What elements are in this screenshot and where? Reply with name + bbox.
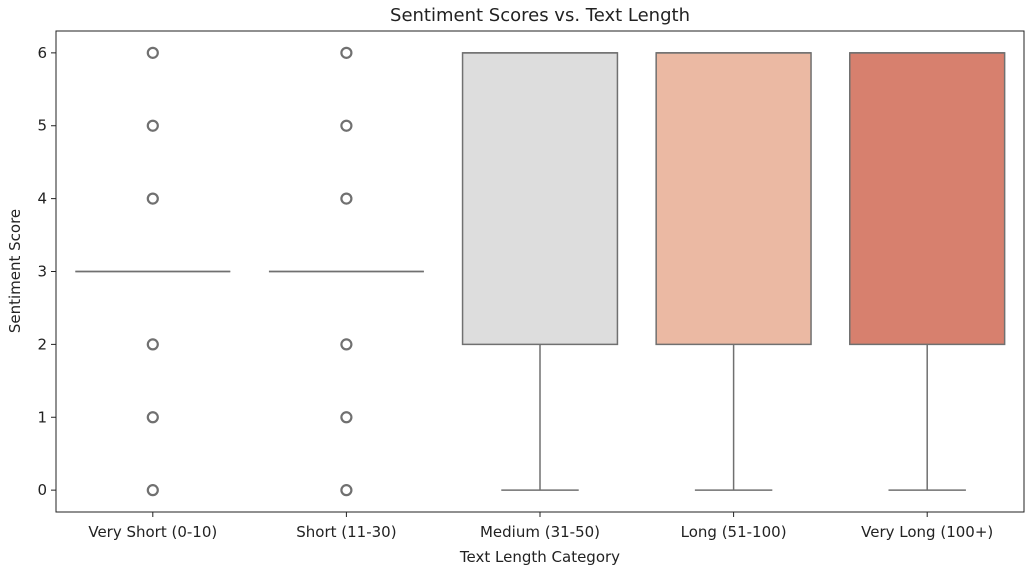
outlier-point: [146, 338, 159, 351]
outlier-point: [340, 192, 353, 205]
y-tick-label: 5: [37, 117, 47, 135]
outlier-point: [146, 192, 159, 205]
x-tick-label: Medium (31-50): [480, 523, 600, 541]
box-group: [75, 46, 231, 497]
outlier-point: [146, 119, 159, 132]
y-tick-label: 2: [37, 335, 47, 353]
outlier-point: [340, 338, 353, 351]
outlier-point: [146, 46, 159, 59]
x-tick-label: Very Short (0-10): [88, 523, 217, 541]
x-tick-label: Short (11-30): [296, 523, 396, 541]
outlier-point: [146, 484, 159, 497]
x-axis: Very Short (0-10) Short (11-30) Medium (31…: [88, 512, 993, 541]
y-axis: 0 1 2 3 4 5 6: [37, 44, 56, 499]
box-series: [75, 46, 1006, 497]
outlier-point: [340, 411, 353, 424]
y-tick-label: 1: [37, 408, 47, 426]
box-group: [849, 52, 1006, 491]
box-body: [849, 52, 1006, 346]
box-body: [655, 52, 812, 346]
y-tick-label: 6: [37, 44, 47, 62]
chart-title: Sentiment Scores vs. Text Length: [390, 5, 690, 26]
x-axis-label: Text Length Category: [459, 548, 620, 566]
y-axis-label: Sentiment Score: [6, 209, 24, 333]
x-tick-label: Long (51-100): [681, 523, 787, 541]
box-group: [655, 52, 812, 491]
outlier-point: [340, 119, 353, 132]
box-body: [461, 52, 619, 346]
box-group: [268, 46, 424, 497]
outlier-point: [340, 484, 353, 497]
y-tick-label: 3: [37, 263, 47, 281]
outlier-point: [146, 411, 159, 424]
y-tick-label: 0: [37, 481, 47, 499]
y-tick-label: 4: [37, 190, 47, 208]
outlier-point: [340, 46, 353, 59]
x-tick-label: Very Long (100+): [861, 523, 993, 541]
box-group: [461, 52, 619, 491]
